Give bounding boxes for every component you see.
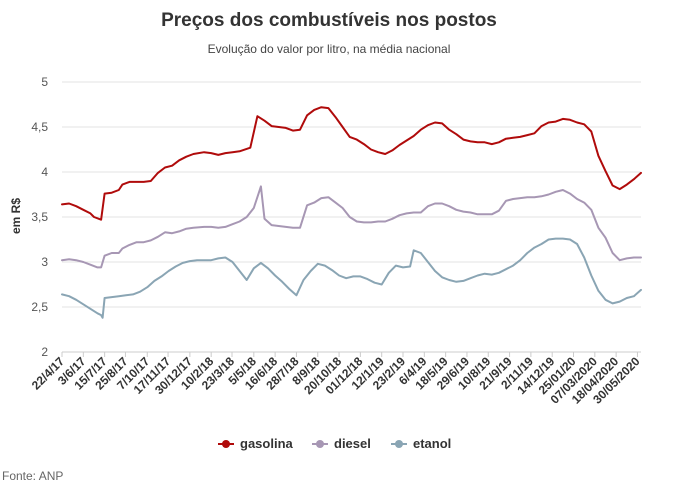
- series-line-etanol: [61, 237, 642, 319]
- y-tick-label: 2,5: [31, 300, 48, 314]
- chart-title: Preços dos combustíveis nos postos: [161, 10, 497, 31]
- legend-label-etanol: etanol: [413, 436, 451, 451]
- source-note: Fonte: ANP: [2, 469, 64, 483]
- chart-subtitle: Evolução do valor por litro, na média na…: [207, 42, 451, 56]
- legend-label-diesel: diesel: [334, 436, 371, 451]
- y-tick-label: 3: [41, 255, 48, 269]
- legend-label-gasolina: gasolina: [240, 436, 294, 451]
- y-tick-label: 5: [41, 75, 48, 89]
- legend-marker: [395, 440, 403, 448]
- series-line-gasolina: [61, 106, 642, 221]
- x-axis: 22/4/173/6/1715/7/1725/8/177/10/1717/11/…: [29, 351, 643, 407]
- y-tick-label: 4: [41, 165, 48, 179]
- y-axis: 2 2,5 3 3,5 4 4,5 5: [31, 75, 48, 359]
- y-tick-label: 3,5: [31, 210, 48, 224]
- legend: gasolina diesel etanol: [218, 436, 451, 451]
- legend-marker: [222, 440, 230, 448]
- legend-marker: [316, 440, 324, 448]
- y-axis-label: em R$: [9, 198, 23, 234]
- y-tick-label: 2: [41, 345, 48, 359]
- series-line-diesel: [61, 185, 642, 269]
- series-lines: [61, 106, 642, 319]
- y-tick-label: 4,5: [31, 120, 48, 134]
